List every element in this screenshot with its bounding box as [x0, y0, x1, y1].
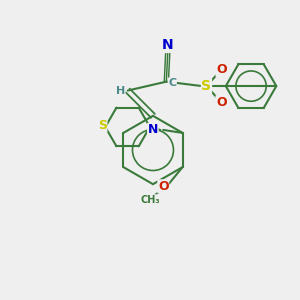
Text: CH₃: CH₃	[140, 195, 160, 205]
Text: S: S	[98, 119, 107, 132]
Text: N: N	[162, 38, 174, 52]
Text: H: H	[116, 85, 125, 96]
Text: O: O	[216, 96, 226, 109]
Text: O: O	[216, 63, 226, 76]
Text: O: O	[158, 180, 169, 193]
Text: N: N	[148, 123, 158, 136]
Text: S: S	[202, 79, 212, 93]
Text: C: C	[168, 78, 176, 88]
